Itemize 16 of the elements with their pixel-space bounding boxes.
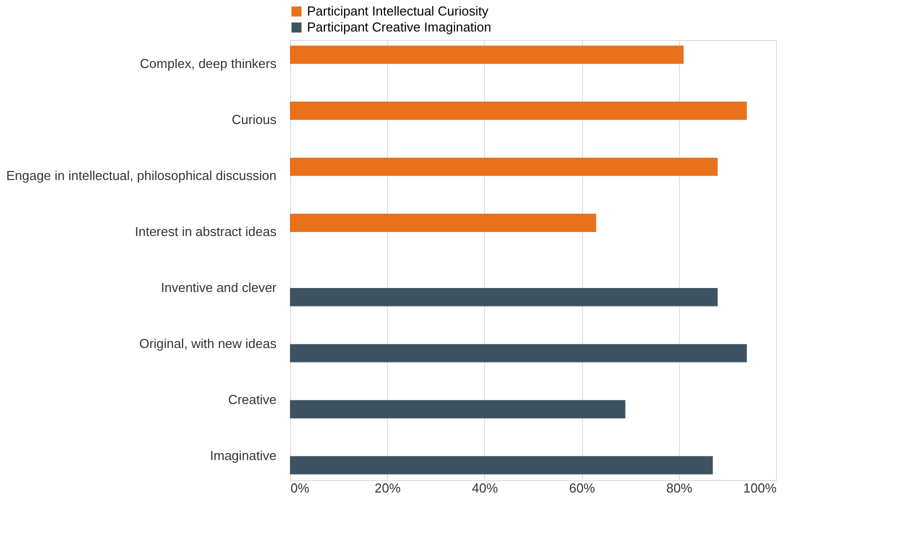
y-tick-label: Original, with new ideas: [139, 336, 277, 352]
legend-label: Participant Intellectual Curiosity: [307, 4, 489, 18]
y-tick-label: Complex, deep thinkers: [140, 56, 277, 71]
y-tick-label: Inventive and clever: [160, 280, 278, 296]
x-tick-label: 0%: [290, 480, 310, 496]
x-tick-label: 100%: [743, 480, 777, 496]
x-tick-label: 60%: [569, 480, 596, 496]
y-tick-label: Imaginative: [210, 448, 276, 464]
legend-label: Participant Creative Imagination: [307, 20, 492, 34]
y-tick-label: Interest in abstract ideas: [134, 224, 277, 239]
x-tick-label: 20%: [374, 480, 402, 496]
x-tick-label: 40%: [472, 480, 498, 496]
y-tick-label: Creative: [228, 392, 276, 408]
y-tick-label: Curious: [232, 112, 277, 127]
x-tick-label: 80%: [666, 480, 693, 496]
y-tick-label: Engage in intellectual, philosophical discussion: [6, 168, 276, 183]
